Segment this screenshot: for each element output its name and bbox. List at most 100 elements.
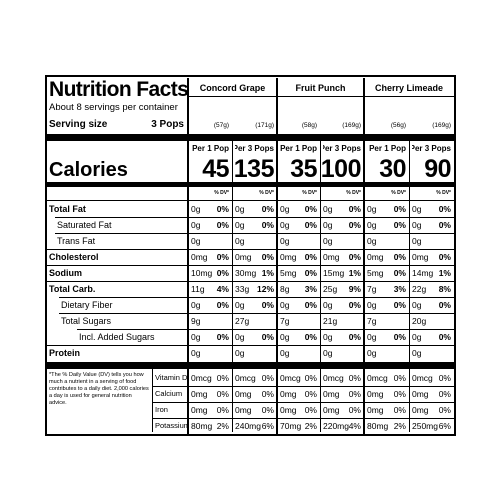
dv-header: % DV* bbox=[302, 190, 317, 196]
daily-value: 0% bbox=[216, 404, 229, 415]
amount: 0g bbox=[412, 219, 422, 230]
daily-value: 0% bbox=[393, 203, 406, 214]
nutrient-label: Saturated Fat bbox=[57, 219, 112, 230]
amount: 0g bbox=[280, 203, 290, 214]
amount: 0g bbox=[280, 235, 290, 246]
calories-value: 30 bbox=[379, 156, 406, 182]
amount: 0g bbox=[367, 219, 377, 230]
serving-weight: (56g) bbox=[390, 121, 406, 129]
product-name: Cherry Limeade bbox=[374, 82, 444, 93]
daily-value: 0% bbox=[216, 331, 229, 342]
amount: 80mg bbox=[191, 420, 213, 431]
micronutrient-label: Iron bbox=[155, 405, 168, 415]
amount: 0mg bbox=[412, 404, 429, 415]
amount: 0g bbox=[412, 203, 422, 214]
rule bbox=[232, 141, 233, 432]
daily-value: 0% bbox=[348, 251, 361, 262]
amount: 7g bbox=[367, 315, 377, 326]
amount: 0mg bbox=[235, 251, 252, 262]
daily-value: 0% bbox=[304, 219, 317, 230]
amount: 0mg bbox=[235, 388, 252, 399]
amount: 0g bbox=[235, 299, 245, 310]
amount: 0g bbox=[367, 299, 377, 310]
daily-value: 6% bbox=[261, 420, 274, 431]
daily-value: 0% bbox=[348, 331, 361, 342]
amount: 0g bbox=[323, 299, 333, 310]
daily-value: 0% bbox=[261, 299, 274, 310]
daily-value: 0% bbox=[304, 331, 317, 342]
amount: 15mg bbox=[323, 267, 345, 278]
rule bbox=[47, 265, 454, 266]
nutrient-label: Total Sugars bbox=[61, 315, 112, 326]
rule bbox=[152, 418, 454, 419]
amount: 0mg bbox=[191, 404, 208, 415]
serving-weight: (169g) bbox=[342, 121, 361, 129]
rule bbox=[187, 78, 189, 434]
amount: 0mg bbox=[280, 388, 297, 399]
dv-header: % DV* bbox=[214, 190, 229, 196]
rule bbox=[47, 249, 454, 250]
calories-value: 100 bbox=[321, 156, 361, 182]
calories-value: 135 bbox=[233, 156, 274, 182]
daily-value: 0% bbox=[393, 299, 406, 310]
micronutrient-label: Calcium bbox=[155, 389, 183, 399]
amount: 0mg bbox=[280, 251, 297, 262]
daily-value: 1% bbox=[348, 267, 361, 278]
amount: 220mg bbox=[323, 420, 349, 431]
daily-value: 0% bbox=[348, 404, 361, 415]
amount: 21g bbox=[323, 315, 338, 326]
product-name: Fruit Punch bbox=[295, 82, 346, 93]
daily-value: 4% bbox=[216, 283, 229, 294]
daily-value: 0% bbox=[393, 267, 406, 278]
amount: 0mg bbox=[280, 404, 297, 415]
per-label: Per 3 Pops bbox=[235, 144, 274, 153]
amount: 0g bbox=[412, 347, 422, 358]
daily-value: 0% bbox=[438, 219, 451, 230]
amount: 5mg bbox=[280, 267, 297, 278]
amount: 0g bbox=[367, 347, 377, 358]
daily-value: 0% bbox=[393, 331, 406, 342]
serving-weight: (171g) bbox=[255, 121, 274, 129]
dv-header: % DV* bbox=[259, 190, 274, 196]
calories-value: 45 bbox=[202, 156, 229, 182]
per-label: Per 1 Pop bbox=[369, 144, 406, 153]
amount: 33g bbox=[235, 283, 250, 294]
amount: 25g bbox=[323, 283, 338, 294]
daily-value: 1% bbox=[261, 267, 274, 278]
amount: 7g bbox=[367, 283, 377, 294]
amount: 0mg bbox=[367, 251, 384, 262]
micronutrient-label: Potassium bbox=[155, 421, 188, 431]
daily-value: 0% bbox=[216, 372, 229, 383]
daily-value: 0% bbox=[393, 219, 406, 230]
daily-value: 0% bbox=[261, 404, 274, 415]
amount: 250mg bbox=[412, 420, 438, 431]
daily-value: 6% bbox=[438, 420, 451, 431]
amount: 0g bbox=[323, 331, 333, 342]
nutrient-label: Protein bbox=[49, 347, 81, 358]
amount: 0g bbox=[235, 219, 245, 230]
daily-value: 0% bbox=[304, 388, 317, 399]
amount: 0g bbox=[235, 331, 245, 342]
amount: 0mg bbox=[323, 388, 340, 399]
amount: 240mg bbox=[235, 420, 261, 431]
serving-weight: (57g) bbox=[213, 121, 229, 129]
daily-value: 0% bbox=[438, 404, 451, 415]
amount: 0g bbox=[412, 331, 422, 342]
rule bbox=[47, 281, 454, 282]
amount: 0mg bbox=[323, 404, 340, 415]
daily-value: 0% bbox=[261, 251, 274, 262]
per-label: Per 1 Pop bbox=[192, 144, 229, 153]
rule bbox=[152, 369, 153, 432]
amount: 0g bbox=[191, 299, 201, 310]
daily-value: 0% bbox=[348, 388, 361, 399]
amount: 0g bbox=[367, 235, 377, 246]
daily-value: 12% bbox=[256, 283, 274, 294]
rule bbox=[47, 362, 454, 369]
rule bbox=[152, 402, 454, 403]
servings: About 8 servings per container bbox=[49, 102, 178, 114]
amount: 0mcg bbox=[235, 372, 256, 383]
daily-value: 3% bbox=[304, 283, 317, 294]
daily-value: 0% bbox=[216, 219, 229, 230]
daily-value: 0% bbox=[304, 372, 317, 383]
amount: 0g bbox=[323, 203, 333, 214]
